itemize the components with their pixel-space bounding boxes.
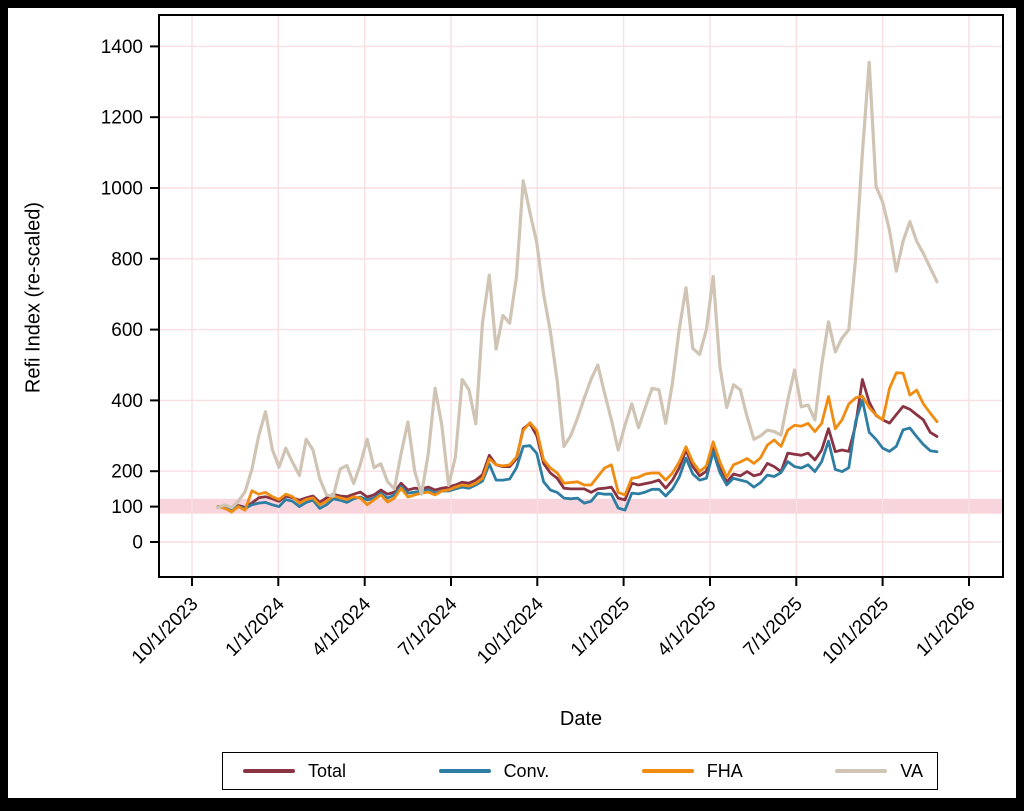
legend-item-conv: Conv.: [438, 760, 550, 782]
x-tick-label: 4/1/2025: [653, 594, 720, 661]
y-tick-label: 400: [111, 391, 143, 412]
legend-swatch-fha: [641, 769, 694, 773]
series-total-line: [216, 378, 939, 510]
x-tick-label: 4/1/2024: [308, 593, 375, 660]
legend-swatch-conv: [438, 769, 491, 773]
x-tick-label: 10/1/2023: [128, 594, 203, 669]
chart-legend: Total Conv. FHA VA: [222, 752, 938, 790]
y-tick-label: 1400: [101, 37, 143, 58]
legend-label-total: Total: [308, 760, 347, 781]
x-tick-label: 1/1/2025: [567, 594, 634, 661]
y-tick-label: 200: [111, 462, 143, 483]
x-tick-label: 10/1/2025: [819, 594, 894, 669]
legend-item-total: Total: [243, 761, 346, 782]
y-tick-label: 100: [111, 497, 143, 518]
legend-item-va: VA: [835, 761, 923, 782]
y-tick-label: 600: [111, 320, 143, 341]
series-va-line: [216, 60, 939, 510]
legend-item-fha: FHA: [641, 760, 743, 782]
y-tick-label: 1200: [101, 108, 143, 129]
series-conv-line: [216, 398, 939, 512]
chart-canvas: 10/1/2023 1/1/2024 4/1/2024 7/1/2024 10/1/20…: [8, 8, 1016, 798]
legend-swatch-total: [243, 769, 295, 773]
legend-label-va: VA: [900, 760, 923, 781]
series-fha-line: [216, 371, 939, 514]
legend-label-fha: FHA: [706, 760, 743, 781]
y-axis-title: Refi Index (re-scaled): [22, 201, 45, 394]
x-tick-label: 1/1/2024: [222, 593, 289, 660]
legend-swatch-va: [835, 769, 888, 773]
plot-frame: [158, 14, 1004, 578]
x-tick-label: 10/1/2024: [473, 593, 548, 668]
y-tick-label: 1000: [101, 179, 143, 200]
x-tick-label: 7/1/2024: [394, 593, 461, 660]
x-tick-label: 1/1/2026: [912, 594, 979, 661]
x-axis-title: Date: [559, 708, 603, 730]
legend-label-conv: Conv.: [503, 760, 550, 781]
y-tick-label: 800: [111, 249, 143, 270]
y-tick-label: 0: [132, 533, 143, 554]
refi-index-chart: 10/1/2023 1/1/2024 4/1/2024 7/1/2024 10/1/20…: [101, 14, 1004, 669]
x-tick-label: 7/1/2025: [740, 594, 807, 661]
